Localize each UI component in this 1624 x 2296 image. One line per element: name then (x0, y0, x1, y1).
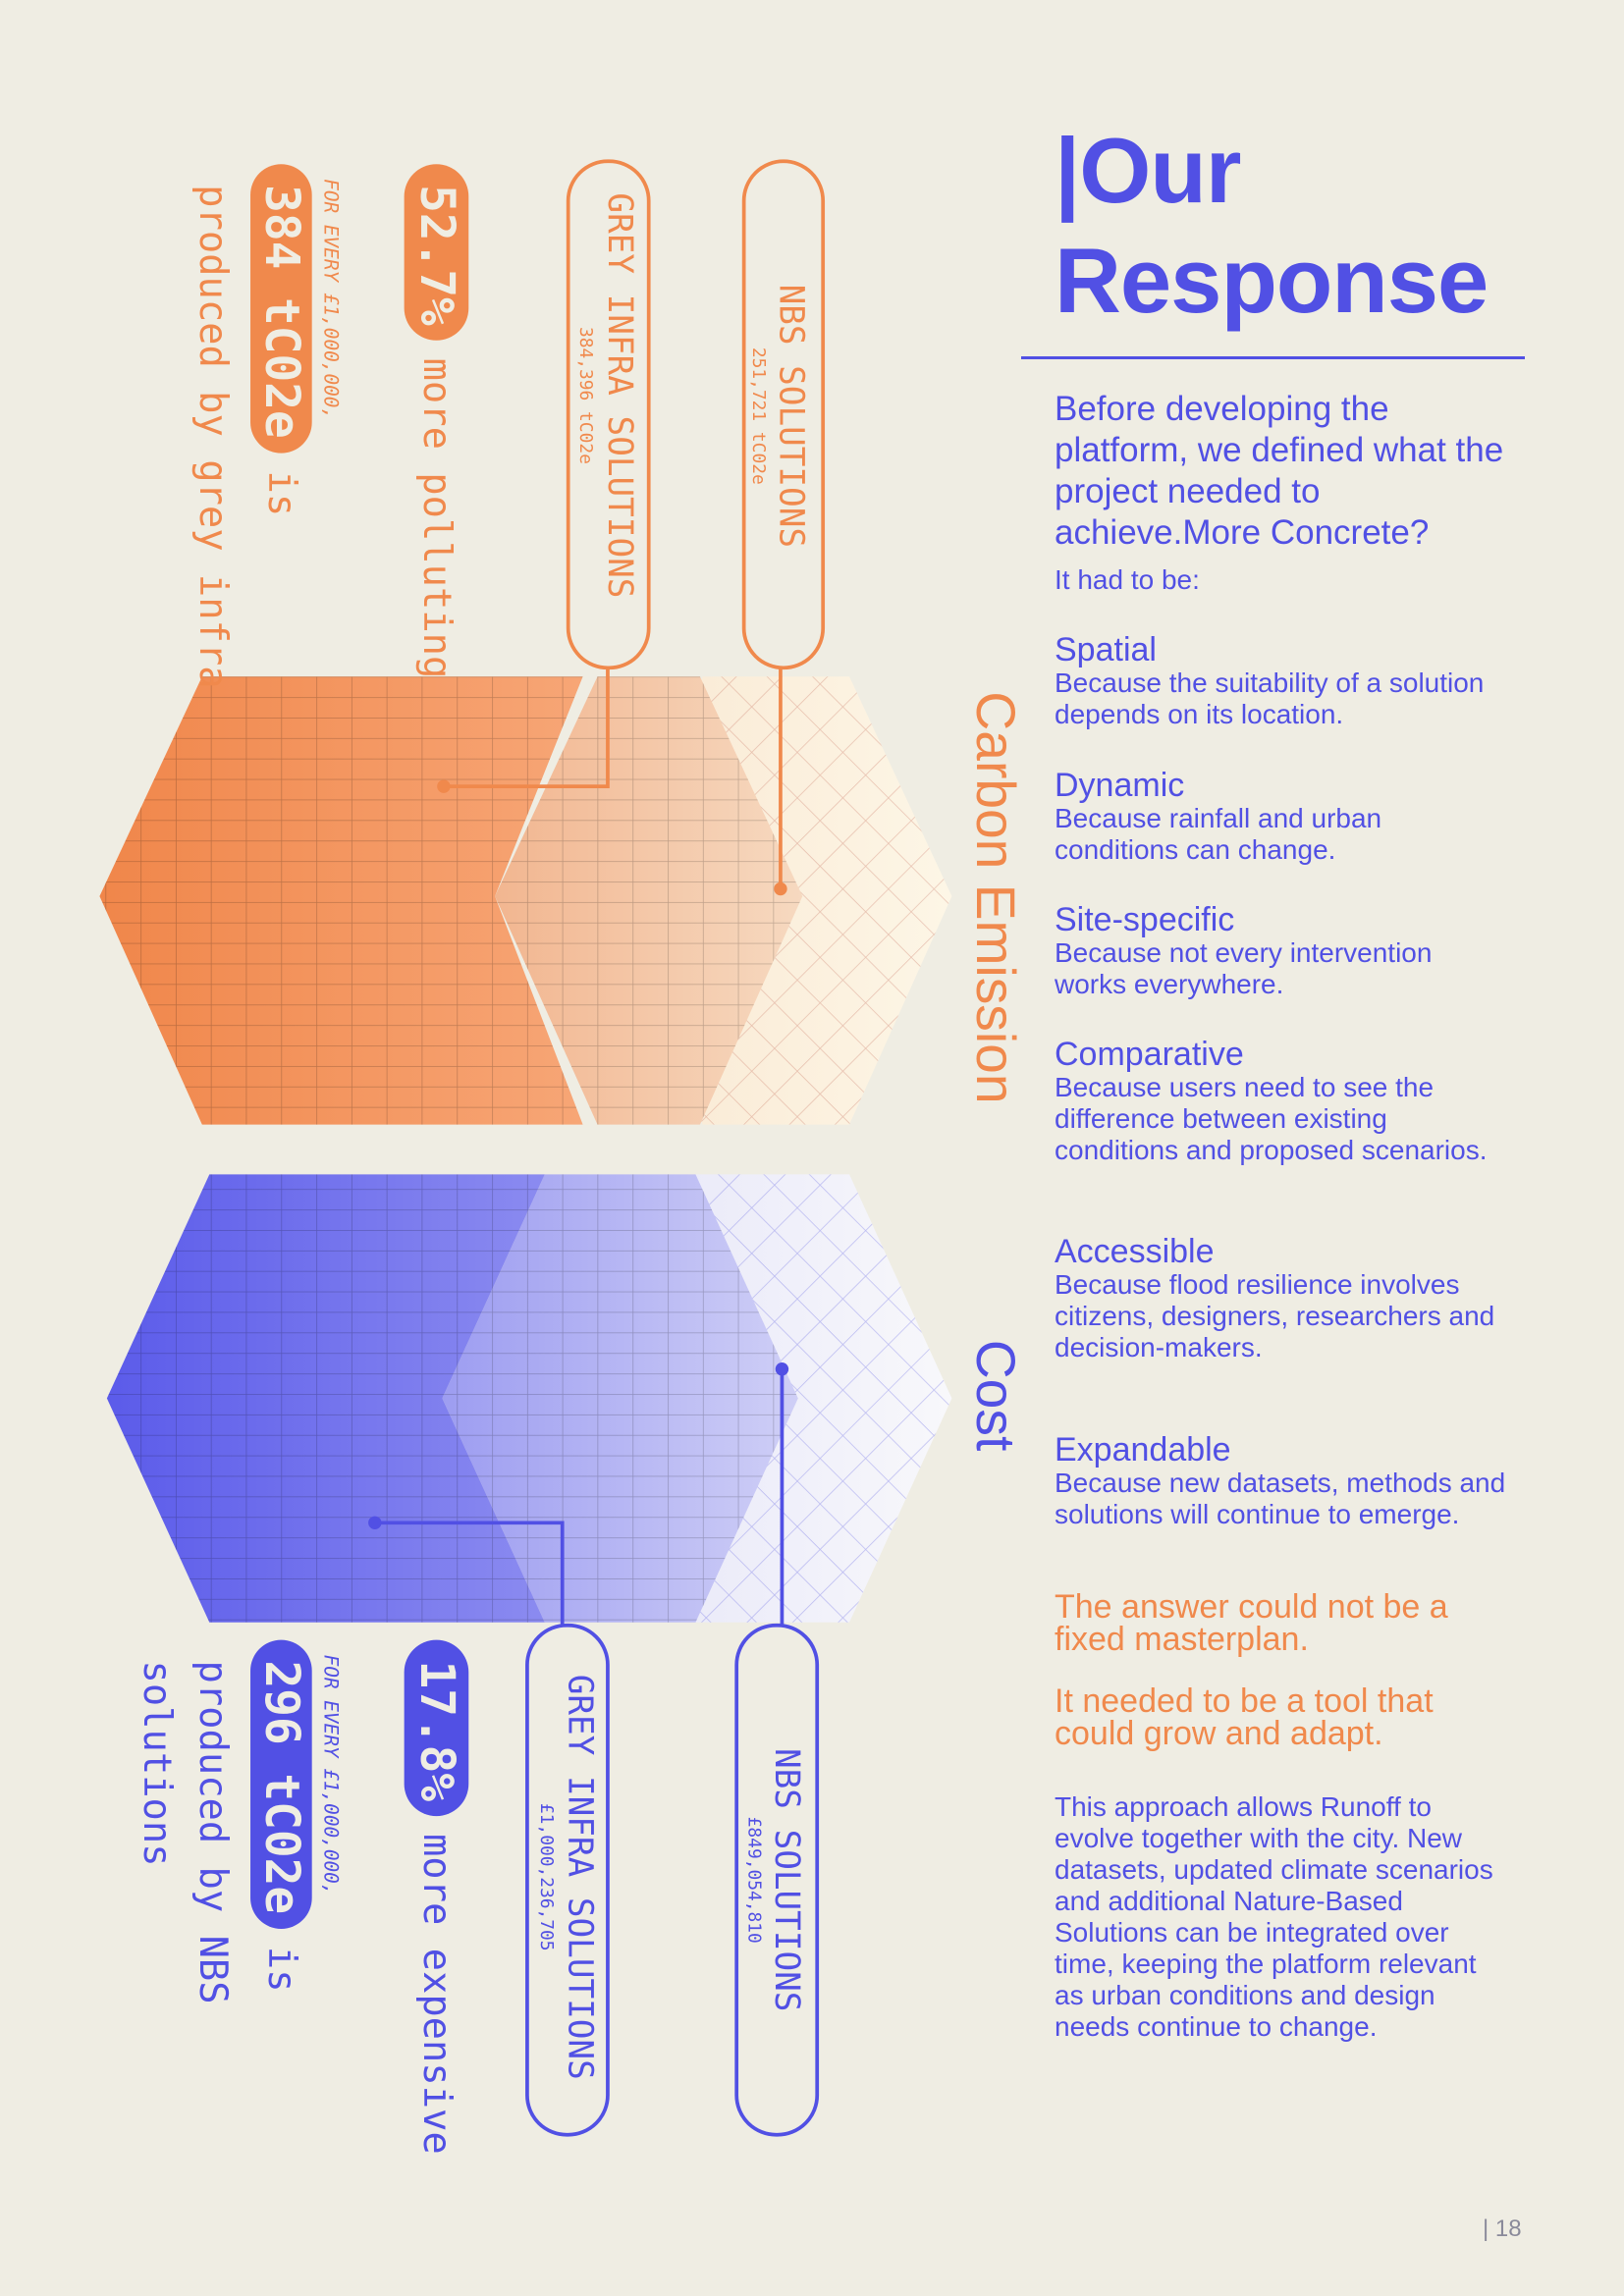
criterion-title: Comparative (1055, 1036, 1244, 1073)
badge-follow: more polluting (414, 358, 459, 679)
badge-group: 17.8% more expensive (404, 1639, 469, 2155)
criterion-text: Because new datasets, methods and soluti… (1055, 1468, 1506, 1529)
pill-value-group: 384,396 tC02e (575, 327, 596, 464)
title-line: Response (1055, 229, 1489, 332)
criterion: Expandable Because new datasets, methods … (1055, 1432, 1506, 1530)
badge (404, 1639, 469, 1817)
criterion-text: Because not every intervention works eve… (1055, 937, 1433, 999)
criterion: Site-specific Because not every intervent… (1055, 902, 1506, 1000)
closing: This approach allows Runoff to evolve to… (1055, 1791, 1493, 2042)
badge-group: 296 tC02e is (250, 1639, 312, 1993)
lead: It had to be: (1055, 564, 1200, 595)
badge-group: 384 tC02e is (250, 164, 312, 516)
pill-label: GREY INFRA SOLUTIONS (600, 192, 639, 598)
note-prefix-group: FOR EVERY £1,000,000, (320, 1655, 343, 1896)
pill-value: 384,396 tC02e (575, 327, 596, 464)
criterion-text: Because rainfall and urban conditions ca… (1055, 803, 1382, 865)
criterion: Accessible Because flood resilience invol… (1055, 1234, 1506, 1363)
badge (250, 164, 312, 454)
note-prefix: FOR EVERY £1,000,000, (320, 1655, 343, 1896)
badge-group: 52.7% more polluting (404, 164, 469, 679)
conclusion: The answer could not be a fixed masterpl… (1055, 1588, 1448, 1658)
pill-value: £849,054,810 (744, 1817, 765, 1944)
criterion-text: Because flood resilience involves citize… (1055, 1269, 1495, 1362)
pill-value: £1,000,236,705 (536, 1803, 557, 1951)
connectors (368, 159, 826, 2137)
badge (250, 1639, 312, 1929)
badge-text: 17.8% (409, 1661, 463, 1802)
pill-label: GREY INFRA SOLUTIONS (561, 1675, 600, 2080)
badge-follow: more expensive (414, 1834, 459, 2155)
criterion: Comparative Because users need to see the… (1055, 1037, 1506, 1166)
pill-label: NBS SOLUTIONS (767, 1748, 806, 2011)
criterion-title: Site-specific (1055, 901, 1235, 938)
section-heading: Cost (965, 1340, 1026, 1451)
pill-value-group: 251,721 tC02e (748, 347, 769, 485)
badge (404, 164, 469, 341)
criterion: Spatial Because the suitability of a solu… (1055, 632, 1506, 730)
criterion-text: Because users need to see the difference… (1055, 1072, 1488, 1165)
badge-text: 384 tC02e (254, 185, 308, 439)
criterion-title: Accessible (1055, 1233, 1215, 1270)
rule (1021, 356, 1525, 359)
section-heading-group: Carbon Emission (965, 691, 1026, 1103)
criterion-title: Spatial (1055, 631, 1157, 668)
section-heading: Carbon Emission (965, 691, 1026, 1103)
note-text-group: produced by NBS (190, 1661, 235, 2004)
pill-label-group: GREY INFRA SOLUTIONS (561, 1675, 600, 2080)
badge-text: 52.7% (409, 185, 463, 326)
note-text-group: solutions (135, 1661, 179, 1867)
cost-blocks (106, 1174, 952, 1623)
pill-label: NBS SOLUTIONS (771, 285, 810, 548)
pill-value-group: £849,054,810 (744, 1817, 765, 1944)
note-text: produced by NBS (190, 1661, 235, 2004)
badge-text: 296 tC02e (254, 1661, 308, 1915)
criterion-title: Dynamic (1055, 767, 1185, 804)
page-number: | 18 (1483, 2216, 1522, 2242)
criterion-text: Because the suitability of a solution de… (1055, 667, 1485, 729)
note-prefix: FOR EVERY £1,000,000, (320, 179, 343, 419)
pill-value-group: £1,000,236,705 (536, 1803, 557, 1951)
title-line: |Our (1055, 119, 1241, 222)
carbon-blocks (99, 676, 952, 1125)
badge-follow: is (259, 471, 303, 517)
criterion-title: Expandable (1055, 1431, 1231, 1468)
pill-label-group: NBS SOLUTIONS (771, 285, 810, 548)
conclusion: It needed to be a tool that could grow a… (1055, 1682, 1434, 1752)
title: |Our Response (1055, 116, 1506, 336)
note-text: produced by grey infra (190, 185, 235, 688)
note-prefix-group: FOR EVERY £1,000,000, (320, 179, 343, 419)
note-text-group: produced by grey infra (190, 185, 235, 688)
pill-label-group: NBS SOLUTIONS (767, 1748, 806, 2011)
intro: Before developing the platform, we defin… (1055, 390, 1504, 552)
pill-label-group: GREY INFRA SOLUTIONS (600, 192, 639, 598)
note-text: solutions (135, 1661, 179, 1867)
section-heading-group: Cost (965, 1340, 1026, 1451)
badge-follow: is (259, 1947, 303, 1993)
pill-value: 251,721 tC02e (748, 347, 769, 485)
criterion: Dynamic Because rainfall and urban condit… (1055, 768, 1506, 866)
